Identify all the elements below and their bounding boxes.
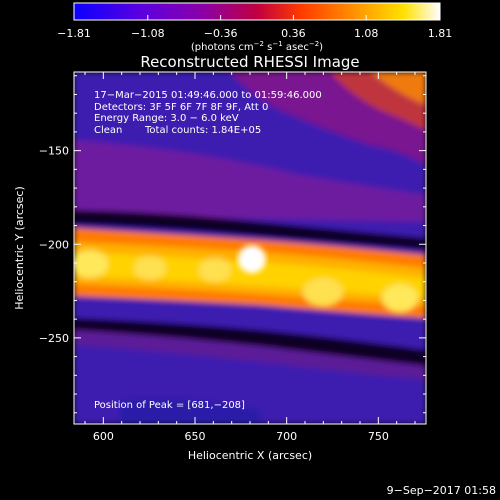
x-tick-label: 600 (93, 430, 114, 443)
axis-ticks: 600 650 700 750 −150 −200 −250 (39, 72, 426, 443)
colorbar-tick-label: −1.08 (131, 27, 165, 40)
colorbar-tick-label: −1.81 (57, 27, 91, 40)
y-tick-label: −200 (39, 238, 69, 251)
annotation-detectors: Detectors: 3F 5F 6F 7F 8F 9F, Att 0 (94, 102, 268, 113)
heatmap-image (74, 72, 426, 424)
colorbar (73, 2, 441, 21)
x-tick-label: 750 (368, 430, 389, 443)
y-tick-label: −250 (39, 332, 69, 345)
x-tick-label: 700 (276, 430, 297, 443)
footer-timestamp: 9−Sep−2017 01:58 (387, 484, 496, 497)
annotation-total-counts: Total counts: 1.84E+05 (144, 125, 261, 136)
chart-title: Reconstructed RHESSI Image (140, 53, 359, 71)
annotation-peak-position: Position of Peak = [681,−208] (94, 400, 245, 411)
colorbar-tick-label: 1.08 (354, 27, 379, 40)
x-axis-label: Heliocentric X (arcsec) (188, 449, 312, 462)
peak-marker (237, 245, 266, 274)
y-tick-label: −150 (39, 145, 69, 158)
colorbar-ticks: −1.81 −1.08 −0.36 0.36 1.08 1.81 (57, 15, 452, 40)
colorbar-tick-label: −0.36 (204, 27, 238, 40)
annotation-energy: Energy Range: 3.0 − 6.0 keV (94, 113, 239, 124)
annotation-time-range: 17−Mar−2015 01:49:46.000 to 01:59:46.000 (94, 90, 322, 101)
x-tick-label: 650 (185, 430, 206, 443)
colorbar-tick-label: 1.81 (428, 27, 453, 40)
colorbar-tick-label: 0.36 (281, 27, 306, 40)
colorbar-unit-label: (photons cm−2 s−1 asec−2) (191, 40, 323, 53)
y-axis-label: Heliocentric Y (arcsec) (13, 186, 26, 310)
annotation-clean-method: Clean (94, 125, 122, 136)
